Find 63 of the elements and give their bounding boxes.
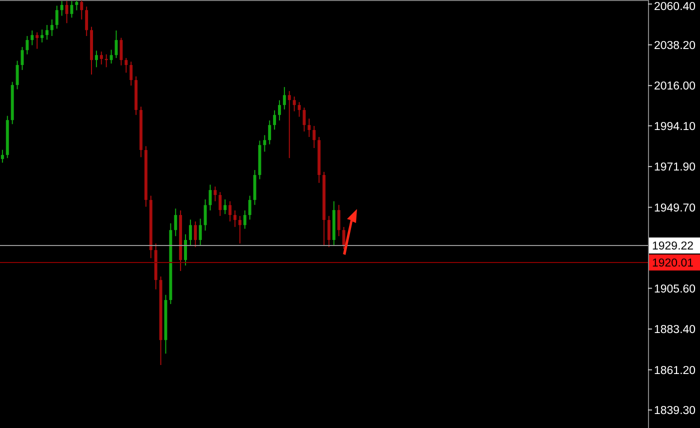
candlestick [292, 96, 296, 112]
candlestick [224, 198, 227, 215]
candlestick [273, 110, 276, 130]
candlestick [46, 24, 48, 40]
candlestick [65, 0, 68, 24]
ref-line-label: 1929.22 [652, 240, 694, 253]
candlestick [55, 5, 58, 30]
candlestick [194, 220, 197, 248]
candlestick [30, 30, 34, 46]
candlestick [263, 134, 266, 152]
candlestick [238, 215, 242, 244]
candlestick [268, 120, 272, 145]
candlestick [327, 215, 330, 248]
candlestick [36, 32, 39, 50]
y-tick-label: 1971.90 [654, 162, 696, 174]
candlestick [184, 234, 187, 266]
candlestick [298, 102, 301, 118]
candlestick [214, 186, 217, 202]
candlestick [308, 118, 311, 138]
candlestick [174, 208, 178, 237]
candlestick [288, 90, 291, 159]
candlestick [40, 29, 44, 43]
candlestick [208, 184, 212, 211]
candlestick [342, 226, 346, 250]
ref-line-label: 1920.01 [652, 258, 694, 270]
candlestick [60, 0, 64, 16]
candlestick [124, 58, 128, 74]
candlestick [50, 18, 54, 36]
candlestick [110, 49, 113, 64]
y-tick-label: 1949.70 [654, 202, 696, 214]
y-tick-label: 1839.30 [654, 405, 696, 418]
candlestick [85, 6, 88, 36]
candlestick [104, 54, 108, 68]
candlestick [94, 50, 98, 68]
y-tick-label: 2038.20 [654, 40, 696, 52]
candlestick [26, 35, 29, 55]
candlestick [228, 200, 232, 222]
y-tick-label: 2016.00 [654, 80, 696, 93]
candlestick [120, 37, 123, 66]
candlestick [218, 192, 222, 216]
candlestick [243, 210, 246, 230]
candlestick [233, 210, 236, 228]
candlestick [278, 100, 281, 121]
candlestick [80, 0, 84, 20]
candlestick [302, 107, 306, 132]
candlestick [198, 218, 202, 246]
candlestick [70, 0, 74, 18]
candlestick [312, 125, 316, 148]
candlestick [100, 51, 103, 65]
candlestick [0, 149, 4, 164]
candlestick [75, 0, 78, 11]
candlestick [130, 61, 133, 86]
y-tick-label: 2060.40 [654, 1, 696, 14]
candlestick [204, 198, 207, 232]
candlestick [188, 219, 192, 246]
y-tick-label: 1861.20 [654, 364, 696, 377]
y-tick-label: 1994.10 [654, 120, 696, 133]
y-tick-label: 1883.40 [654, 324, 696, 336]
candlestick [248, 195, 252, 220]
y-tick-label: 1905.60 [654, 283, 696, 296]
candlestick [282, 86, 286, 110]
candlestick [337, 204, 340, 237]
candlestick [16, 60, 19, 90]
